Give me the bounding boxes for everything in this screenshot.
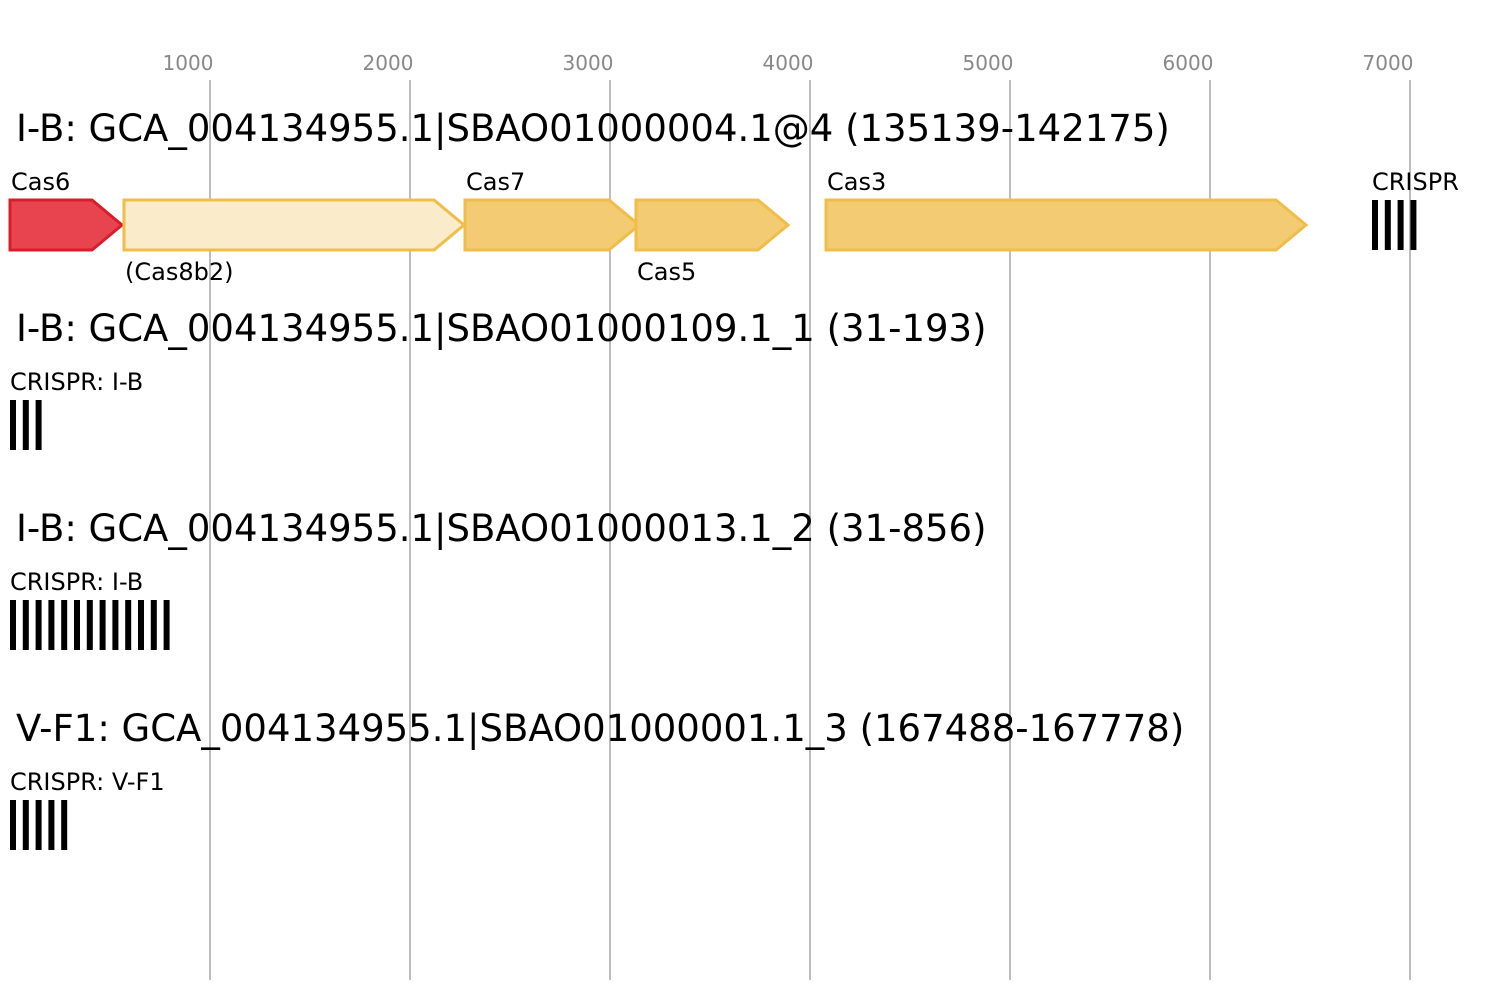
crispr-repeat-bar: [22, 400, 29, 450]
gene-label: Cas5: [637, 258, 696, 286]
track: V-F1: GCA_004134955.1|SBAO01000001.1_3 (…: [10, 707, 1184, 850]
crispr-repeat-bar: [61, 600, 68, 650]
crispr-repeat-bar: [1384, 200, 1391, 250]
gene-arrow[interactable]: [824, 198, 1309, 252]
crispr-repeat-bar: [22, 800, 29, 850]
crispr-repeat-bar: [48, 600, 55, 650]
crispr-repeat-bar: [48, 800, 55, 850]
crispr-label: CRISPR: [1372, 168, 1459, 196]
axis-ticks: 1000 2000 3000 4000 5000 6000 7000: [163, 51, 1414, 75]
tick-label: 5000: [963, 51, 1014, 75]
crispr-repeat-bar: [35, 800, 42, 850]
tick-label: 1000: [163, 51, 214, 75]
track: I-B: GCA_004134955.1|SBAO01000109.1_1 (3…: [10, 307, 987, 450]
gene-label: Cas3: [827, 168, 886, 196]
tick-label: 4000: [763, 51, 814, 75]
tick-label: 2000: [363, 51, 414, 75]
track-title: I-B: GCA_004134955.1|SBAO01000109.1_1 (3…: [16, 307, 987, 350]
crispr-repeat-bar: [35, 600, 42, 650]
crispr-repeat-bar: [99, 600, 106, 650]
track-title: V-F1: GCA_004134955.1|SBAO01000001.1_3 (…: [16, 707, 1184, 750]
crispr-repeat-bar: [61, 800, 68, 850]
gene-arrow[interactable]: [122, 198, 467, 252]
crispr-repeat-bar: [125, 600, 132, 650]
crispr-repeat-bar: [1372, 200, 1378, 250]
crispr-repeat-bar: [150, 600, 157, 650]
gene-label: Cas7: [466, 168, 525, 196]
gene-arrow[interactable]: [8, 198, 125, 252]
crispr-repeat-bar: [22, 600, 29, 650]
crispr-repeat-bar: [86, 600, 93, 650]
tracks: I-B: GCA_004134955.1|SBAO01000004.1@4 (1…: [8, 107, 1459, 850]
crispr-repeat-bar: [10, 600, 16, 650]
crispr-repeat-bar: [163, 600, 170, 650]
tick-label: 7000: [1363, 51, 1414, 75]
track: I-B: GCA_004134955.1|SBAO01000004.1@4 (1…: [8, 107, 1459, 286]
tick-label: 6000: [1163, 51, 1214, 75]
crispr-repeat-bar: [35, 400, 42, 450]
track: I-B: GCA_004134955.1|SBAO01000013.1_2 (3…: [10, 507, 987, 650]
crispr-repeat-bar: [1397, 200, 1404, 250]
crispr-repeat-bar: [138, 600, 144, 650]
gene-label: Cas6: [11, 168, 70, 196]
crispr-repeat-bar: [112, 600, 119, 650]
gene-arrow[interactable]: [634, 198, 791, 252]
crispr-label: CRISPR: V-F1: [10, 768, 165, 796]
gene-label: (Cas8b2): [125, 258, 233, 286]
crispr-repeat-bar: [10, 800, 16, 850]
crispr-label: CRISPR: I-B: [10, 368, 143, 396]
crispr-repeat-bar: [1410, 200, 1417, 250]
gene-arrow[interactable]: [463, 198, 642, 252]
track-title: I-B: GCA_004134955.1|SBAO01000004.1@4 (1…: [16, 107, 1170, 150]
crispr-repeat-bar: [10, 400, 16, 450]
track-title: I-B: GCA_004134955.1|SBAO01000013.1_2 (3…: [16, 507, 987, 550]
crispr-repeat-bar: [74, 600, 80, 650]
crispr-label: CRISPR: I-B: [10, 568, 143, 596]
tick-label: 3000: [563, 51, 614, 75]
